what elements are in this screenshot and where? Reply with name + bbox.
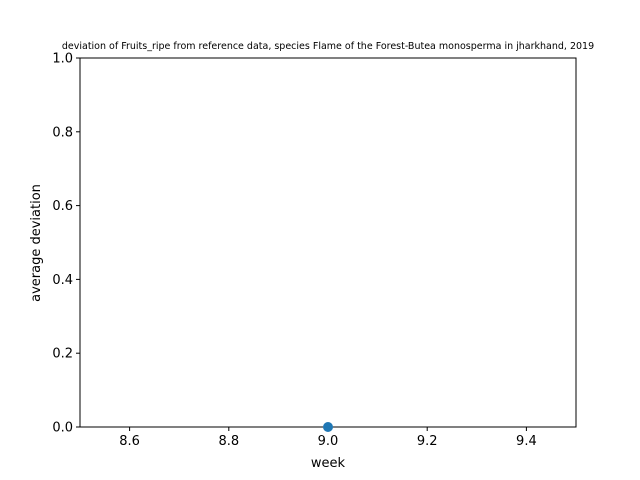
x-tick-label: 9.2 xyxy=(417,434,438,449)
y-tick-label: 1.0 xyxy=(52,52,73,67)
x-tick-label: 8.6 xyxy=(119,434,140,449)
y-tick-label: 0.8 xyxy=(52,125,73,140)
plot-area xyxy=(79,57,577,428)
y-tick-label: 0.2 xyxy=(52,347,73,362)
chart-title: deviation of Fruits_ripe from reference … xyxy=(62,41,594,52)
x-tick-label: 9.4 xyxy=(516,434,537,449)
data-points xyxy=(323,422,333,432)
x-axis-label: week xyxy=(311,456,346,471)
plot-frame xyxy=(79,57,577,428)
x-axis: 8.6 8.8 9.0 9.2 9.4 xyxy=(119,427,537,449)
x-tick-label: 8.8 xyxy=(218,434,239,449)
y-tick-label: 0.6 xyxy=(52,199,73,214)
y-tick-label: 0.4 xyxy=(52,273,73,288)
x-tick-label: 9.0 xyxy=(318,434,339,449)
y-axis: 0.0 0.2 0.4 0.6 0.8 1.0 xyxy=(52,52,80,436)
y-tick-label: 0.0 xyxy=(52,421,73,436)
y-axis-label: average deviation xyxy=(29,184,44,302)
data-point xyxy=(323,422,333,432)
